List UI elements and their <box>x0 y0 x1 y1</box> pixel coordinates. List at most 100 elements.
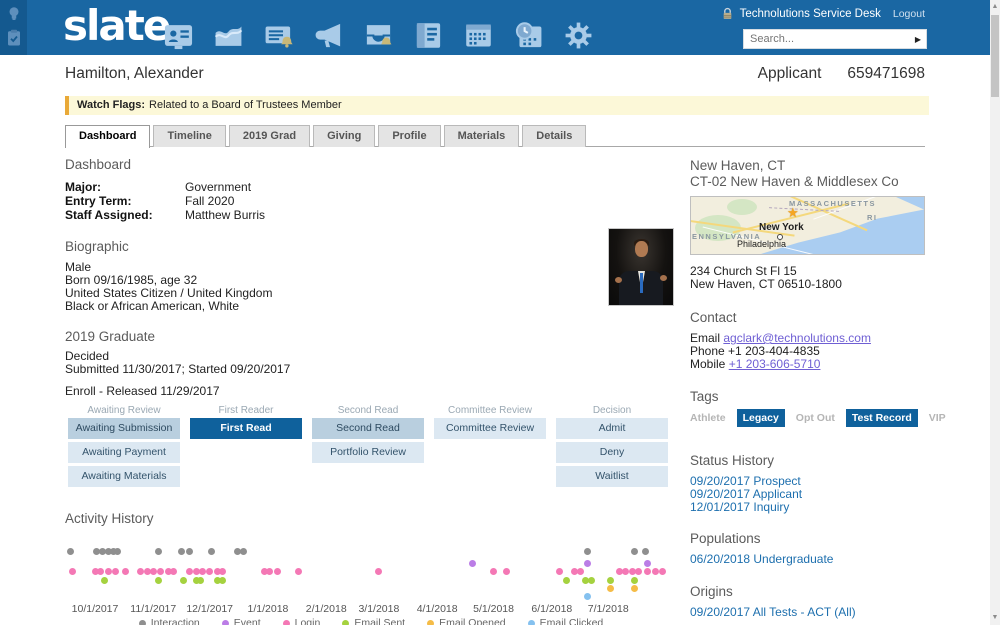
scroll-up-arrow[interactable]: ▲ <box>991 3 999 10</box>
chart-dot-login <box>266 567 274 575</box>
chart-dot-login <box>644 567 652 575</box>
legend-item-email-sent: Email Sent <box>342 617 405 625</box>
chart-dot-login <box>112 567 120 575</box>
account-label[interactable]: Technolutions Service Desk <box>739 8 881 20</box>
location-line2: CT-02 New Haven & Middlesex Co <box>690 174 899 189</box>
application-submitted: Submitted 11/30/2017; Started 09/20/2017 <box>65 362 291 376</box>
contacts-card-icon[interactable] <box>163 20 194 51</box>
email-label: Email <box>690 331 721 345</box>
watch-flags-banner: Watch Flags: Related to a Board of Truste… <box>65 96 929 115</box>
email-link[interactable]: agclark@technolutions.com <box>723 331 871 345</box>
chart-dot-interaction <box>234 547 242 555</box>
workflow-column-committee-review: Committee Review Committee Review <box>434 405 546 442</box>
legend-dot <box>138 619 146 625</box>
status-history-link[interactable]: 09/20/2017 Applicant <box>690 487 803 501</box>
tab-giving[interactable]: Giving <box>313 125 376 147</box>
form-list-icon[interactable] <box>413 20 444 51</box>
megaphone-icon[interactable] <box>313 20 344 51</box>
chart-dot-email-clicked <box>584 592 592 600</box>
address-line2: New Haven, CT 06510-1800 <box>690 277 842 291</box>
search-submit-arrow[interactable]: ▶ <box>914 34 922 44</box>
chart-dot-email-sent <box>587 576 595 584</box>
tag-test-record[interactable]: Test Record <box>845 409 918 427</box>
biographic-heading: Biographic <box>65 239 129 254</box>
biographic-line: Black or African American, White <box>65 299 240 313</box>
status-history-link[interactable]: 12/01/2017 Inquiry <box>690 500 790 514</box>
field-value: Fall 2020 <box>185 194 235 208</box>
chart-x-tick: 5/1/2018 <box>473 603 514 615</box>
map-label-new-york: New York <box>759 222 804 233</box>
legend-item-event: Event <box>221 617 261 625</box>
location-map[interactable]: MASSACHUSETTS RI New York Philadelphia ENNSY… <box>690 196 925 255</box>
chart-dot-event <box>644 559 652 567</box>
address-line1: 234 Church St Fl 15 <box>690 264 797 278</box>
workflow-column-header: Decision <box>592 405 632 416</box>
scrollbar-thumb[interactable] <box>991 15 999 97</box>
legend-label: Email Opened <box>439 617 506 625</box>
tag-opt-out[interactable]: Opt Out <box>795 412 835 424</box>
field-label: Entry Term: <box>65 194 132 208</box>
sidebar-strip <box>0 0 27 55</box>
tab-2019-grad[interactable]: 2019 Grad <box>228 125 311 147</box>
tag-legacy[interactable]: Legacy <box>736 409 785 427</box>
chart-dot-login <box>170 567 178 575</box>
status-history-link[interactable]: 09/20/2017 Prospect <box>690 474 801 488</box>
workflow-column-header: First Reader <box>218 405 274 416</box>
logout-link[interactable]: Logout <box>892 8 925 20</box>
legend-label: Interaction <box>150 617 200 625</box>
origins-heading: Origins <box>690 584 733 599</box>
populations-heading: Populations <box>690 531 761 546</box>
scheduler-icon[interactable] <box>513 20 544 51</box>
tab-details[interactable]: Details <box>522 125 587 147</box>
legend-dot <box>342 619 350 625</box>
application-status: Decided <box>65 349 110 363</box>
tab-materials[interactable]: Materials <box>443 125 520 147</box>
workflow-bin-deny: Deny <box>556 442 668 463</box>
legend-label: Login <box>294 617 321 625</box>
area-chart-icon[interactable] <box>213 20 244 51</box>
chart-dot-interaction <box>155 547 163 555</box>
workflow-column-awaiting-review: Awaiting Review Awaiting Submission Awaiti… <box>68 405 180 490</box>
application-round: Enroll - Released 11/29/2017 <box>65 384 220 398</box>
tab-profile[interactable]: Profile <box>378 125 441 147</box>
tag-vip[interactable]: VIP <box>928 412 946 424</box>
gear-icon[interactable] <box>563 20 594 51</box>
legend-dot <box>427 619 435 625</box>
chart-dot-interaction <box>584 547 592 555</box>
lightbulb-icon[interactable] <box>5 4 23 24</box>
inbox-alert-icon[interactable] <box>363 20 394 51</box>
reader-alert-icon[interactable] <box>263 20 294 51</box>
clipboard-check-icon[interactable] <box>5 28 23 48</box>
chart-dot-login <box>219 567 227 575</box>
scroll-down-arrow[interactable]: ▼ <box>991 614 999 621</box>
chart-dot-login <box>375 567 383 575</box>
chart-dot-interaction <box>67 547 75 555</box>
calendar-icon[interactable] <box>463 20 494 51</box>
slate-logo[interactable]: slate <box>63 1 171 50</box>
chart-dot-login <box>260 567 268 575</box>
main-nav-icons <box>163 20 594 51</box>
chart-dot-login <box>273 567 281 575</box>
legend-label: Email Sent <box>354 617 406 625</box>
workflow-column-second-read: Second Read Second Read Portfolio Review <box>312 405 424 466</box>
populations-link[interactable]: 06/20/2018 Undergraduate <box>690 552 834 566</box>
phone-label: Phone <box>690 344 725 358</box>
chart-dot-login <box>198 567 206 575</box>
mobile-link[interactable]: +1 203-606-5710 <box>728 357 821 371</box>
contact-phone-row: Phone +1 203-404-4835 <box>690 345 820 358</box>
populations-list: 06/20/2018 Undergraduate <box>690 553 833 566</box>
photo-hand-left <box>615 277 622 283</box>
origins-link[interactable]: 09/20/2017 All Tests - ACT (All) <box>690 605 856 619</box>
chart-dot-interaction <box>631 547 639 555</box>
search-input[interactable] <box>744 33 910 45</box>
workflow-board: Awaiting Review Awaiting Submission Awaiti… <box>65 405 677 495</box>
chart-dot-login <box>576 567 584 575</box>
tag-athlete[interactable]: Athlete <box>690 412 726 424</box>
map-label-philadelphia: Philadelphia <box>737 239 787 249</box>
record-role: Applicant <box>757 65 822 82</box>
tab-dashboard[interactable]: Dashboard <box>65 125 151 148</box>
dashboard-field-row: Entry Term: Fall 2020 <box>65 194 265 208</box>
map-label-massachusetts: MASSACHUSETTS <box>789 199 877 208</box>
vertical-scrollbar[interactable]: ▲ ▼ <box>990 0 1000 625</box>
tab-timeline[interactable]: Timeline <box>153 125 226 147</box>
